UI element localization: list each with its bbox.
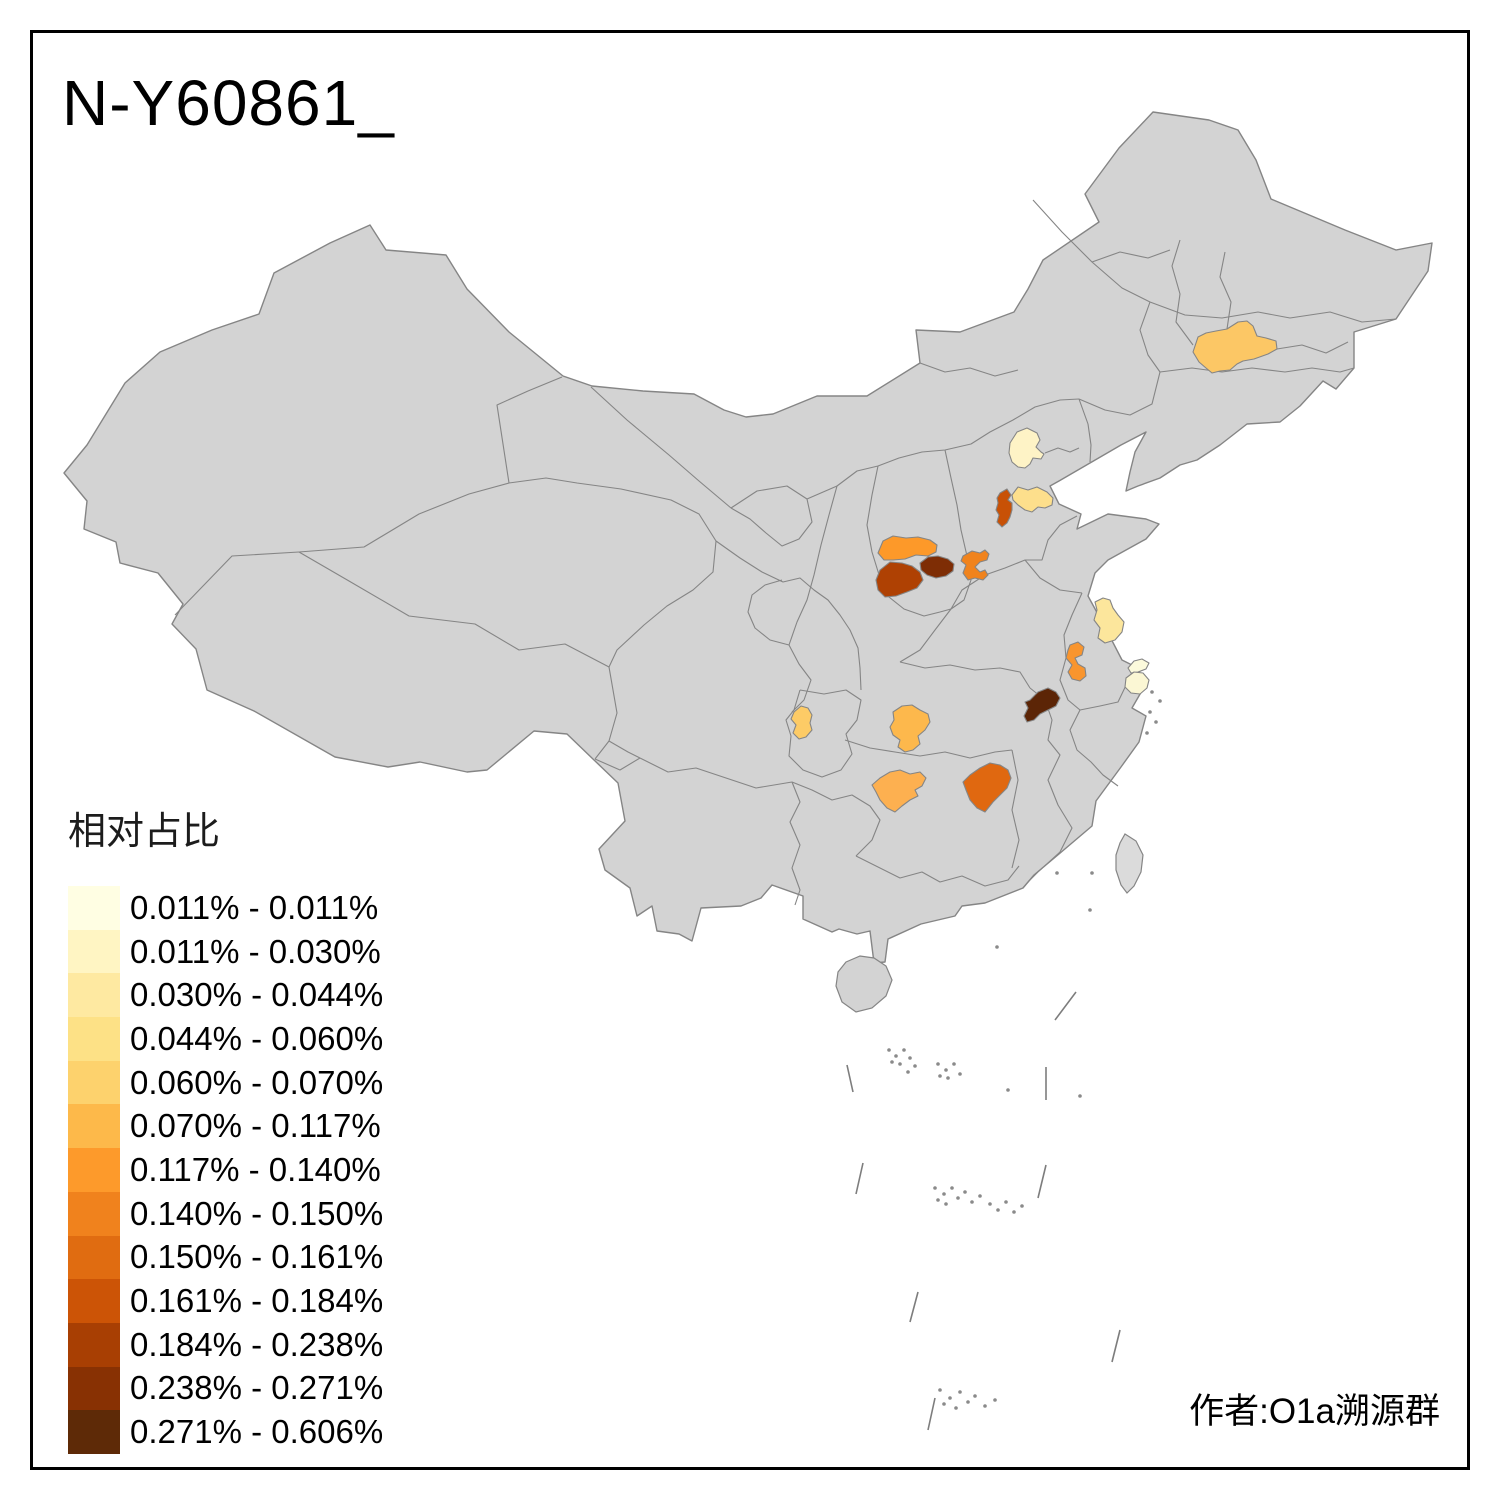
legend-label: 0.161% - 0.184% — [130, 1282, 384, 1320]
legend-title: 相对占比 — [68, 811, 221, 853]
legend-label: 0.238% - 0.271% — [130, 1369, 384, 1407]
legend-label: 0.011% - 0.030% — [130, 932, 381, 970]
legend-swatch — [68, 1279, 120, 1323]
legend-item: 0.011% - 0.030% — [68, 929, 383, 974]
legend-label: 0.184% - 0.238% — [130, 1325, 384, 1363]
legend-item: 0.184% - 0.238% — [68, 1322, 384, 1367]
region-shanghai-chongming — [1127, 658, 1150, 674]
region-chongqing-area — [790, 705, 813, 740]
taiwan-island — [1115, 833, 1144, 894]
legend-item: 0.044% - 0.060% — [68, 1017, 383, 1061]
legend-swatch — [68, 886, 120, 930]
legend: 相对占比 0.011% - 0.011% 0.011% - 0.030% 0.030… — [68, 800, 383, 1454]
page-title: N-Y60861_ — [62, 67, 395, 139]
region-changsha — [962, 762, 1012, 813]
legend-rows: 0.011% - 0.011% 0.011% - 0.030% 0.030% - 0… — [68, 886, 383, 1454]
legend-swatch — [68, 1060, 120, 1105]
legend-item: 0.150% - 0.161% — [68, 1235, 384, 1280]
hainan-island — [835, 955, 893, 1013]
region-chuzhou — [1023, 687, 1061, 723]
legend-swatch — [68, 1017, 120, 1061]
sea-dashes — [846, 991, 1121, 1431]
legend-swatch — [68, 973, 120, 1018]
colored-regions — [790, 320, 1278, 813]
attribution-text: 作者:O1a溯源群 — [1189, 1392, 1440, 1431]
legend-item: 0.030% - 0.044% — [68, 973, 384, 1018]
region-shijiazhuang — [960, 549, 990, 581]
region-yancheng — [1093, 597, 1125, 644]
legend-swatch — [68, 1322, 120, 1367]
legend-swatch — [68, 1191, 120, 1236]
legend-item: 0.117% - 0.140% — [68, 1148, 383, 1192]
legend-item: 0.140% - 0.150% — [68, 1191, 384, 1236]
mainland-outline — [63, 111, 1433, 964]
legend-label: 0.117% - 0.140% — [130, 1150, 381, 1188]
region-langfang — [1011, 486, 1054, 513]
legend-label: 0.140% - 0.150% — [130, 1194, 384, 1232]
legend-label: 0.271% - 0.606% — [130, 1413, 384, 1451]
legend-item: 0.271% - 0.606% — [68, 1410, 383, 1454]
region-harbin — [1192, 320, 1278, 374]
legend-swatch — [68, 1104, 120, 1149]
province-boundaries — [174, 199, 1397, 906]
region-huaian — [1065, 641, 1087, 682]
legend-label: 0.070% - 0.117% — [130, 1107, 381, 1145]
legend-item: 0.238% - 0.271% — [68, 1366, 384, 1411]
legend-label: 0.150% - 0.161% — [130, 1238, 384, 1276]
region-xinzhou — [877, 535, 938, 561]
legend-item: 0.161% - 0.184% — [68, 1279, 383, 1323]
region-beijing — [1008, 427, 1045, 469]
legend-label: 0.030% - 0.044% — [130, 976, 384, 1014]
region-huaihua — [871, 769, 927, 813]
legend-item: 0.060% - 0.070% — [68, 1060, 384, 1105]
legend-swatch — [68, 1148, 120, 1192]
legend-swatch — [68, 1410, 120, 1454]
region-shanghai — [1124, 671, 1150, 695]
legend-label: 0.011% - 0.011% — [130, 888, 379, 926]
legend-swatch — [68, 1366, 120, 1411]
region-hubei-west — [889, 704, 931, 753]
legend-item: 0.070% - 0.117% — [68, 1104, 383, 1149]
legend-label: 0.044% - 0.060% — [130, 1019, 384, 1057]
legend-swatch — [68, 929, 120, 974]
island-dots — [887, 690, 1162, 1410]
region-lvliang — [875, 561, 924, 598]
region-tianjin — [995, 488, 1013, 528]
legend-swatch — [68, 1235, 120, 1280]
legend-label: 0.060% - 0.070% — [130, 1063, 384, 1101]
legend-item: 0.011% - 0.011% — [68, 886, 383, 930]
region-jinzhong — [919, 555, 955, 579]
